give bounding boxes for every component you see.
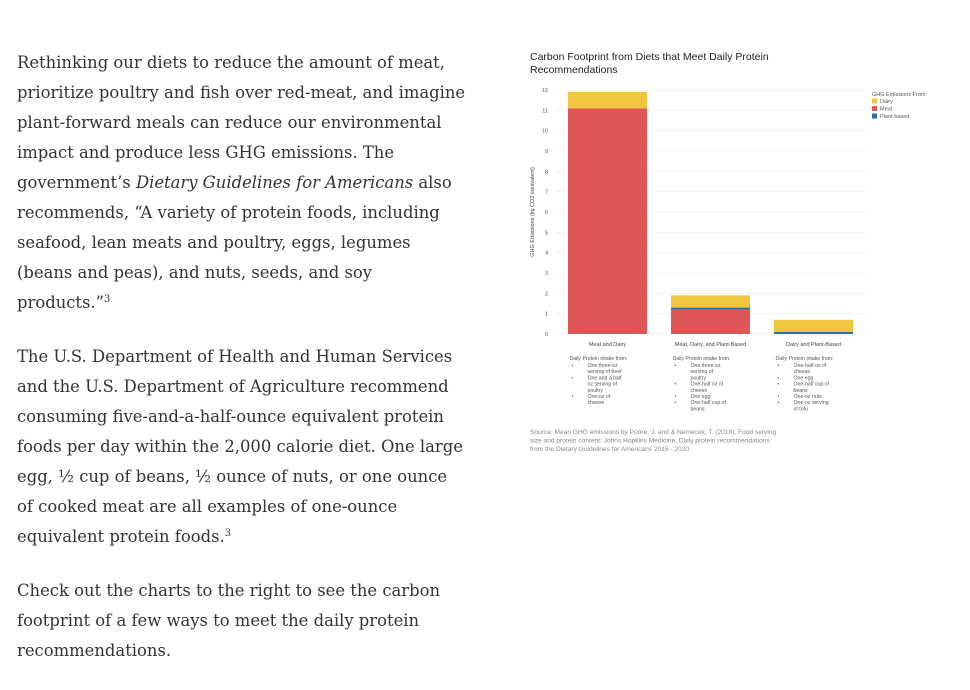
- bar-segment-dairy: [774, 319, 853, 332]
- footnote-ref[interactable]: 3: [224, 528, 232, 539]
- legend-label: Meat: [880, 107, 893, 113]
- paragraph-2-text: The U.S. Department of Health and Human …: [17, 347, 463, 546]
- y-tick-label: 8: [545, 169, 548, 175]
- x-tick-label: Dairy and Plant-Based: [786, 342, 841, 348]
- legend-swatch: [872, 98, 877, 104]
- bar-segment-plant-based: [774, 331, 853, 334]
- bar-segment-dairy: [671, 295, 750, 308]
- annotation-item: One-half oz of: [691, 382, 724, 388]
- bar-segment-meat: [671, 309, 750, 334]
- annotation-bullet: •: [675, 400, 677, 406]
- legend-label: Plant-based: [880, 114, 909, 120]
- y-tick-label: 4: [545, 251, 548, 257]
- annotation-bullet: •: [778, 382, 780, 388]
- legend-title: GHG Emissions From: [872, 92, 926, 98]
- article-text: Rethinking our diets to reduce the amoun…: [17, 48, 467, 690]
- bars: [568, 92, 853, 334]
- y-tick-label: 10: [542, 129, 548, 135]
- annotation-bullet: •: [572, 375, 574, 381]
- y-tick-label: 9: [545, 149, 548, 155]
- annotation-item: One-oz nuts: [794, 394, 823, 400]
- annotation-bullet: •: [675, 363, 677, 369]
- annotation-item: One-half cup of: [794, 382, 830, 388]
- source-note: Source: Mean GHG emissions by Poore, J. …: [530, 429, 776, 453]
- annotation-bullet: •: [778, 375, 780, 381]
- chart-title-line-1: Carbon Footprint from Diets that Meet Da…: [530, 51, 769, 63]
- annotation-item: One three-oz: [691, 363, 722, 369]
- bar-segment-plant-based: [671, 307, 750, 310]
- bar-segment-dairy: [568, 92, 647, 109]
- annotation-item: One egg: [794, 375, 814, 381]
- annotation-bullet: •: [778, 400, 780, 406]
- annotation-item: oz serving of: [588, 382, 618, 388]
- annotation-item: One three-oz: [588, 363, 619, 369]
- annotation-item: One-half-oz of: [794, 363, 827, 369]
- annotation-item: serving of beef: [588, 369, 623, 375]
- guidelines-title: Dietary Guidelines for Americans: [135, 173, 414, 192]
- y-tick-label: 5: [545, 230, 548, 236]
- paragraph-3: Check out the charts to the right to see…: [17, 576, 467, 666]
- annotation-bullet: •: [778, 394, 780, 400]
- x-axis-labels: Meat and Dairy Meat, Dairy, and Plant-Bas…: [589, 342, 841, 348]
- legend-swatch: [872, 106, 877, 111]
- y-axis-label: GHG Emissions (kg CO2 equivalent): [530, 167, 536, 257]
- y-tick-label: 6: [545, 210, 548, 216]
- legend-swatch: [872, 113, 877, 119]
- annotation-item: serving of: [691, 369, 714, 375]
- annotation-item: poultry: [588, 388, 604, 394]
- annotation-item: poultry: [691, 375, 707, 381]
- annotation-item: cheese: [794, 369, 811, 375]
- paragraph-1-text-end: also recommends, “A variety of protein f…: [17, 173, 452, 312]
- annotation-item: beans: [794, 388, 809, 394]
- bar-segment-meat: [568, 108, 647, 334]
- y-tick-label: 2: [545, 291, 548, 297]
- annotation-item: One egg: [691, 394, 711, 400]
- x-tick-label: Meat and Dairy: [589, 342, 627, 348]
- annotation-item: One-oz serving: [794, 400, 829, 406]
- annotation-item: cheese: [588, 400, 605, 406]
- chart-svg: Carbon Footprint from Diets that Meet Da…: [530, 51, 926, 453]
- bar-annotations: Daily Protein intake from:• One three-ozs…: [570, 356, 834, 412]
- annotation-bullet: •: [675, 382, 677, 388]
- y-tick-label: 7: [545, 190, 548, 196]
- annotation-item: One and a half: [588, 375, 623, 381]
- y-tick-label: 12: [542, 88, 548, 94]
- annotation-bullet: •: [675, 394, 677, 400]
- annotation-item: cheese: [691, 388, 708, 394]
- chart-title-line-2: Recommendations: [530, 64, 618, 76]
- footnote-ref[interactable]: 3: [104, 294, 111, 305]
- paragraph-3-text: Check out the charts to the right to see…: [17, 581, 441, 660]
- paragraph-1: Rethinking our diets to reduce the amoun…: [17, 48, 467, 318]
- annotation-item: of tofu: [794, 406, 809, 412]
- y-tick-label: 0: [545, 332, 548, 338]
- paragraph-1-text: Rethinking our diets to reduce the amoun…: [17, 53, 466, 192]
- paragraph-2: The U.S. Department of Health and Human …: [17, 342, 467, 552]
- annotation-bullet: •: [572, 363, 574, 369]
- annotation-heading: Daily Protein intake from:: [776, 356, 834, 362]
- y-tick-label: 3: [545, 271, 548, 277]
- annotation-item: beans: [691, 406, 706, 412]
- source-line: from the Dietary Guidelines for American…: [530, 446, 689, 453]
- y-tick-label: 11: [542, 108, 548, 114]
- x-tick-label: Meat, Dairy, and Plant-Based: [675, 342, 746, 348]
- annotation-bullet: •: [572, 394, 574, 400]
- annotation-heading: Daily Protein intake from:: [570, 356, 628, 362]
- annotation-heading: Daily Protein intake from:: [673, 356, 731, 362]
- source-line: size and protein content: Johns Hopkins …: [530, 438, 770, 445]
- annotation-item: One-oz of: [588, 394, 611, 400]
- legend-label: Dairy: [880, 99, 893, 105]
- y-tick-label: 1: [545, 312, 548, 318]
- source-line: Source: Mean GHG emissions by Poore, J. …: [530, 429, 776, 436]
- annotation-bullet: •: [778, 363, 780, 369]
- carbon-footprint-chart: Carbon Footprint from Diets that Meet Da…: [520, 44, 950, 464]
- annotation-item: One-half cup of: [691, 400, 727, 406]
